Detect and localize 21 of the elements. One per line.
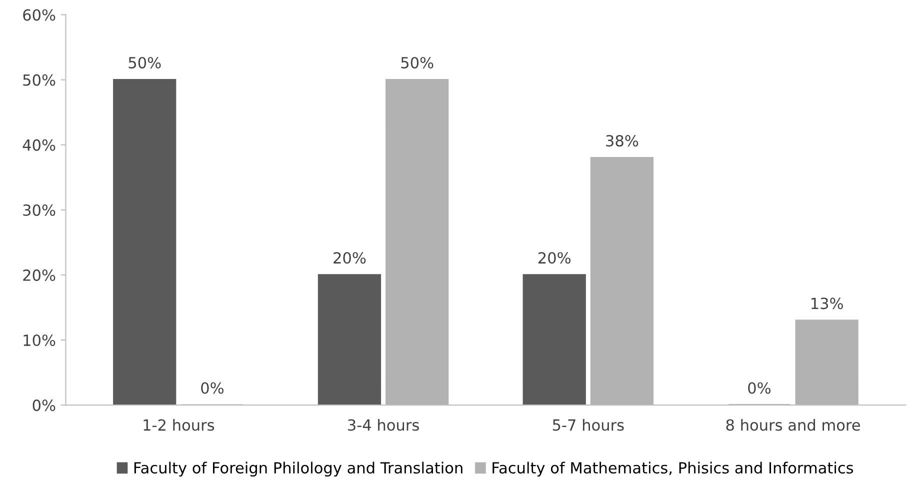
y-tick-label: 0% <box>32 400 56 412</box>
x-tick-label: 8 hours and more <box>726 418 860 431</box>
y-tick-label: 40% <box>22 139 56 151</box>
data-label: 13% <box>812 298 843 310</box>
data-label: 38% <box>606 135 638 147</box>
y-tick-label: 30% <box>23 204 56 216</box>
y-tick-label: 20% <box>23 269 56 281</box>
x-tick-label: 5-7 hours <box>552 418 624 431</box>
x-tick-label: 3-4 hours <box>348 418 419 431</box>
data-label: 50% <box>401 56 434 68</box>
data-label: 0% <box>201 382 224 394</box>
x-tick-label: 1-2 hours <box>144 418 214 431</box>
data-label: 50% <box>128 56 161 68</box>
legend-label: Faculty of Foreign Philology and Translation <box>134 462 462 477</box>
data-label: 0% <box>748 382 770 394</box>
y-tick-label: 10% <box>24 334 56 346</box>
data-label: 20% <box>334 252 366 264</box>
data-label: 20% <box>538 252 570 264</box>
legend-label: Faculty of Mathematics, Phisics and Informatics <box>492 462 854 477</box>
y-tick-label: 50% <box>23 74 56 86</box>
y-tick-label: 60% <box>23 9 56 21</box>
